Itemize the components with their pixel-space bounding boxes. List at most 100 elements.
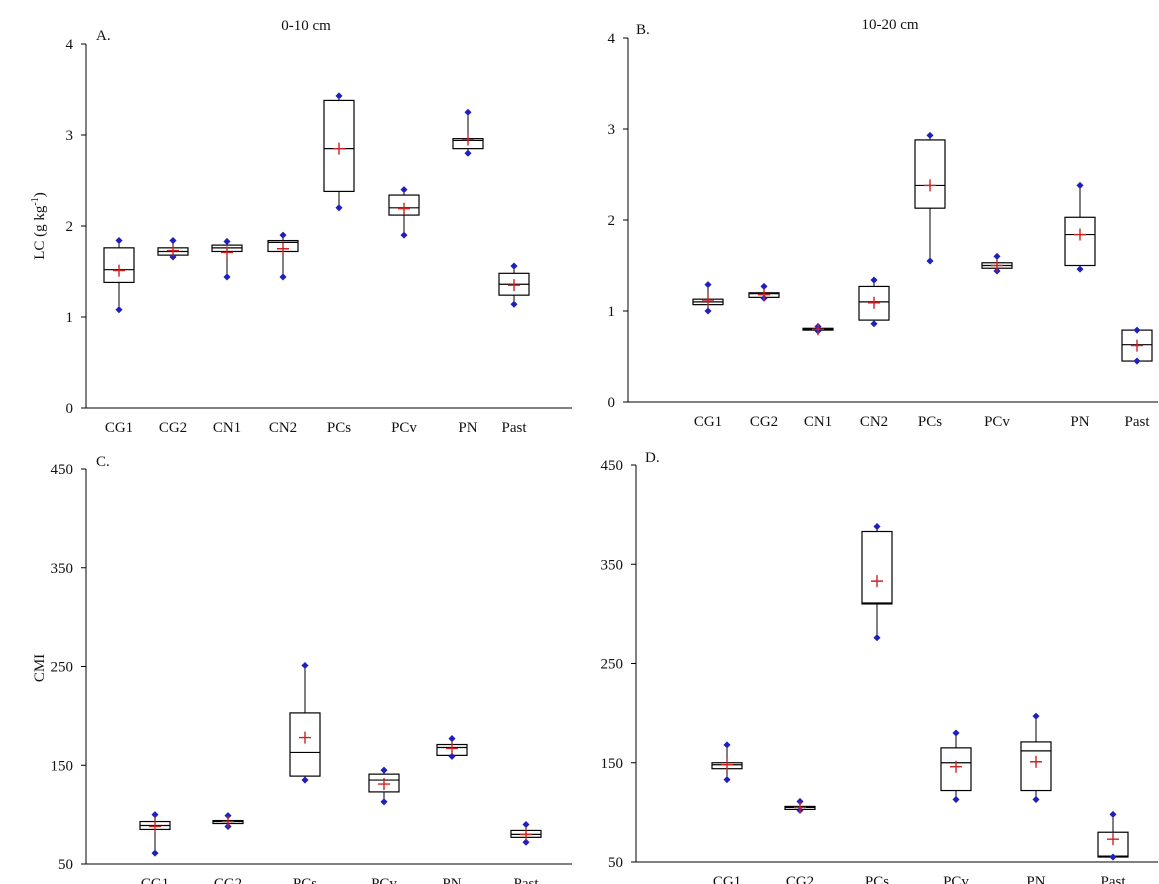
y-axis-title-text: LC (g kg [32, 205, 48, 260]
y-tick-label: 3 [608, 122, 616, 138]
x-category-label: CG1 [694, 414, 722, 430]
max-point [380, 766, 388, 774]
y-tick-label: 1 [608, 304, 616, 320]
y-axis-title: LC (g kg-1) [30, 192, 48, 260]
panel-c: 50 150 250 350 450 C. CMI CG1 CG2 PCs PCv PN Past [32, 454, 572, 884]
box-pcv [940, 729, 972, 804]
x-category-label: CG1 [713, 874, 741, 884]
max-point [279, 231, 287, 239]
x-category-label: PCs [293, 876, 317, 884]
min-point [151, 849, 159, 857]
y-axis-title-superscript: -1 [30, 197, 41, 205]
mean-marker [924, 179, 936, 192]
y-tick-label: 50 [58, 857, 73, 873]
x-category-label: PN [1026, 874, 1045, 884]
y-tick-label: 1 [66, 310, 74, 326]
mean-marker [794, 801, 806, 814]
max-point [1076, 181, 1084, 189]
x-category-label: Past [501, 420, 527, 436]
mean-marker [446, 742, 458, 755]
box-cg1 [711, 741, 743, 784]
max-point [723, 741, 731, 749]
max-point [1109, 810, 1117, 818]
box-cn1 [211, 237, 243, 281]
mean-marker [299, 731, 311, 744]
x-category-label: PCv [371, 876, 397, 884]
y-axis-title-text: CMI [32, 654, 48, 682]
y-tick-label: 0 [66, 401, 74, 417]
box-cg1 [103, 237, 135, 314]
x-category-label: PCv [943, 874, 969, 884]
iqr-box [861, 530, 893, 605]
y-tick-label: 50 [608, 855, 623, 871]
min-point [223, 273, 231, 281]
x-category-label: PCs [918, 414, 942, 430]
max-point [115, 237, 123, 245]
max-point [223, 237, 231, 246]
y-axis-title: CMI [32, 654, 48, 682]
box-cg2 [212, 812, 244, 831]
mean-marker [333, 142, 345, 155]
y-tick-label: 4 [66, 37, 74, 53]
panel-label: A. [96, 28, 111, 44]
y-tick-label: 250 [51, 660, 74, 676]
mean-marker [508, 279, 520, 292]
max-point [873, 522, 881, 531]
panel-title: 0-10 cm [281, 18, 331, 34]
box-cg1 [139, 811, 171, 857]
box-cg2 [784, 797, 816, 814]
box-past [1121, 326, 1153, 365]
box-pn [1064, 181, 1096, 273]
max-point [335, 92, 343, 100]
panel-d: 50 150 250 350 450 D. CG1 CG2 PCs PCv PN Past [601, 450, 1158, 884]
y-axis-title-tail: ) [32, 192, 48, 197]
mean-marker [398, 202, 410, 215]
mean-marker [1074, 228, 1086, 241]
y-tick-label: 2 [66, 219, 74, 235]
min-point [873, 634, 881, 642]
max-point [952, 729, 960, 737]
min-point [279, 273, 287, 281]
box-pcs [861, 522, 893, 642]
box-past [498, 262, 530, 308]
max-point [464, 108, 472, 116]
min-point [522, 838, 530, 846]
box-past [510, 820, 542, 846]
min-point [723, 776, 731, 784]
max-point [522, 820, 530, 829]
max-point [704, 281, 712, 289]
x-category-label: Past [513, 876, 539, 884]
panel-label: D. [645, 450, 660, 466]
x-category-label: CG2 [786, 874, 814, 884]
box-past [1097, 810, 1129, 861]
mean-marker [277, 242, 289, 255]
x-category-label: PCs [327, 420, 351, 436]
max-point [760, 282, 768, 290]
min-point [115, 306, 123, 314]
max-point [448, 735, 456, 743]
mean-marker [520, 828, 532, 841]
box-cn2 [267, 231, 299, 281]
mean-marker [758, 288, 770, 301]
x-category-label: CG2 [214, 876, 242, 884]
min-point [464, 149, 472, 157]
x-category-label: CN1 [213, 420, 241, 436]
box-pcs [914, 131, 946, 265]
max-point [400, 186, 408, 194]
iqr-box [1064, 216, 1096, 267]
y-tick-label: 4 [608, 31, 616, 47]
min-point [335, 204, 343, 212]
panel-label: C. [96, 454, 110, 470]
y-tick-label: 350 [601, 557, 624, 573]
y-tick-label: 3 [66, 128, 74, 144]
x-category-label: PCs [865, 874, 889, 884]
max-point [1032, 712, 1040, 720]
box-cn2 [858, 276, 890, 328]
mean-marker [1030, 755, 1042, 768]
x-category-label: CG1 [105, 420, 133, 436]
max-point [993, 252, 1001, 260]
x-category-label: CN2 [860, 414, 888, 430]
box-cg1 [692, 281, 724, 315]
min-point [926, 257, 934, 265]
